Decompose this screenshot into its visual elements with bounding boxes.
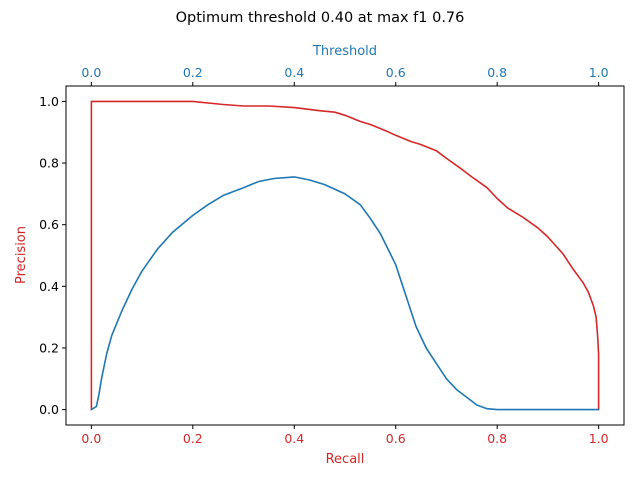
top-tick-label: 0.6 — [386, 65, 406, 80]
y-tick-label: 0.8 — [39, 156, 59, 171]
y-tick-label: 1.0 — [39, 94, 59, 109]
y-tick-label: 0.4 — [39, 279, 59, 294]
x-tick-label: 0.6 — [386, 431, 406, 446]
precision-recall-line — [90, 100, 600, 411]
y-tick-label: 0.2 — [39, 340, 59, 355]
y-tick-label: 0.6 — [39, 217, 59, 232]
x-tick-label: 0.8 — [487, 431, 507, 446]
top-tick-label: 0.2 — [183, 65, 203, 80]
x-tick-label: 1.0 — [589, 431, 609, 446]
x-axis-label: Recall — [326, 452, 365, 467]
y-axis-label: Precision — [14, 226, 29, 284]
y-tick-label: 0.0 — [39, 402, 59, 417]
series-layer — [90, 100, 600, 411]
x-tick-label: 0.4 — [284, 431, 304, 446]
top-tick-label: 0.8 — [487, 65, 507, 80]
ticks-layer: 0.0 0.2 0.4 0.6 0.8 1.0 0.0 0.2 0.4 0.6 0.8 1.0 0.0 0… — [39, 65, 609, 446]
x-tick-label: 0.0 — [81, 431, 101, 446]
top-tick-label: 0.4 — [284, 65, 304, 80]
top-axis-label: Threshold — [312, 44, 377, 59]
chart-title: Optimum threshold 0.40 at max f1 0.76 — [176, 10, 465, 26]
x-tick-label: 0.2 — [183, 431, 203, 446]
top-tick-label: 0.0 — [81, 65, 101, 80]
top-tick-label: 1.0 — [589, 65, 609, 80]
f1-threshold-line — [90, 176, 600, 411]
plot-frame — [65, 85, 625, 426]
